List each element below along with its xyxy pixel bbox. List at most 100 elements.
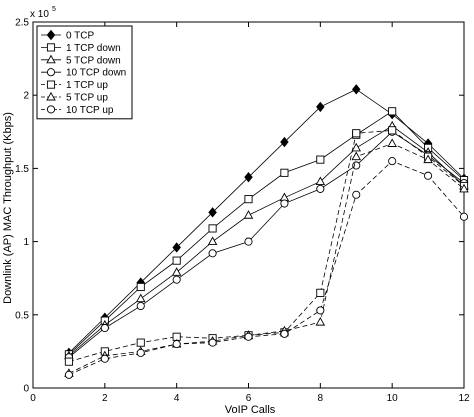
y-tick-label: 1.5 bbox=[15, 164, 29, 175]
series-line bbox=[68, 125, 465, 357]
series-5-tcp-down bbox=[64, 120, 469, 360]
data-point bbox=[46, 105, 56, 114]
data-point bbox=[64, 357, 73, 366]
data-point bbox=[316, 288, 325, 297]
data-point bbox=[280, 136, 289, 148]
data-point bbox=[208, 338, 217, 347]
data-point bbox=[207, 236, 218, 246]
series-line bbox=[68, 131, 465, 358]
data-point bbox=[100, 323, 109, 333]
data-point bbox=[316, 155, 325, 164]
data-point bbox=[172, 275, 181, 284]
series-10-tcp-up bbox=[64, 157, 469, 379]
x-tick-label: 8 bbox=[318, 393, 324, 404]
series-1-tcp-down bbox=[64, 107, 469, 359]
legend-label: 1 TCP up bbox=[66, 80, 108, 91]
data-point bbox=[136, 348, 145, 357]
data-point bbox=[316, 306, 325, 315]
legend-label: 10 TCP up bbox=[66, 105, 114, 116]
data-point bbox=[172, 242, 181, 253]
x-tick-label: 10 bbox=[387, 393, 399, 404]
data-point bbox=[280, 329, 289, 338]
x-tick-label: 12 bbox=[458, 393, 470, 404]
series-line bbox=[68, 143, 465, 374]
data-point bbox=[351, 142, 362, 152]
data-point bbox=[136, 282, 145, 292]
legend-entry: 1 TCP up bbox=[41, 80, 108, 91]
data-point bbox=[208, 207, 217, 218]
y-multiplier-label: x 10 bbox=[30, 9, 49, 20]
data-point bbox=[459, 212, 469, 221]
x-tick-label: 4 bbox=[174, 393, 180, 404]
series-5-tcp-up bbox=[64, 138, 469, 377]
legend-entry: 0 TCP bbox=[41, 29, 94, 42]
legend-label: 5 TCP down bbox=[66, 55, 121, 66]
data-point bbox=[46, 54, 56, 64]
legend-label: 5 TCP up bbox=[66, 93, 108, 104]
data-point bbox=[171, 267, 182, 276]
data-point bbox=[352, 129, 361, 138]
series-line bbox=[68, 110, 465, 355]
data-point bbox=[135, 293, 146, 303]
x-tick-label: 2 bbox=[102, 393, 108, 404]
data-point bbox=[280, 199, 289, 208]
data-point bbox=[388, 157, 397, 166]
data-point bbox=[244, 237, 253, 246]
series-line bbox=[68, 129, 465, 363]
data-point bbox=[46, 91, 56, 101]
series-10-tcp-down bbox=[64, 127, 469, 362]
data-point bbox=[315, 316, 326, 326]
data-point bbox=[244, 332, 253, 341]
series-line bbox=[68, 160, 465, 376]
legend-entry: 10 TCP down bbox=[41, 68, 126, 79]
y-tick-label: 2 bbox=[23, 91, 29, 102]
data-point bbox=[387, 138, 397, 147]
data-point bbox=[243, 210, 254, 219]
data-point bbox=[136, 338, 145, 347]
x-tick-label: 6 bbox=[246, 393, 252, 404]
data-point bbox=[46, 68, 56, 77]
data-point bbox=[424, 171, 433, 180]
y-axis: 0 0.5 1 1.5 2 2.5 bbox=[15, 18, 464, 395]
legend-entry: 10 TCP up bbox=[41, 105, 114, 116]
y-tick-label: 0.5 bbox=[15, 310, 29, 321]
data-point bbox=[208, 224, 217, 233]
data-point bbox=[244, 195, 253, 204]
series-layer bbox=[64, 84, 469, 379]
data-point bbox=[208, 249, 217, 258]
legend-label: 1 TCP down bbox=[66, 43, 121, 54]
data-point bbox=[352, 84, 361, 95]
data-point bbox=[388, 107, 397, 116]
y-axis-label: Downlink (AP) MAC Throughput (Kbps) bbox=[2, 112, 14, 304]
data-point bbox=[316, 184, 325, 193]
legend-entry: 1 TCP down bbox=[41, 43, 121, 54]
data-point bbox=[100, 354, 109, 363]
y-tick-label: 2.5 bbox=[15, 18, 29, 29]
legend-entry: 5 TCP down bbox=[41, 54, 121, 66]
data-point bbox=[352, 190, 361, 199]
data-point bbox=[316, 101, 325, 113]
data-point bbox=[280, 168, 289, 177]
legend-entry: 5 TCP up bbox=[41, 91, 108, 104]
data-point bbox=[46, 43, 56, 52]
y-multiplier-exponent: 5 bbox=[52, 6, 56, 13]
data-point bbox=[64, 370, 73, 379]
data-point bbox=[136, 301, 145, 311]
legend-label: 0 TCP bbox=[66, 31, 94, 42]
data-point bbox=[244, 171, 253, 183]
legend-label: 10 TCP down bbox=[66, 68, 126, 79]
series-0-tcp bbox=[64, 84, 469, 359]
y-tick-label: 1 bbox=[23, 237, 29, 248]
x-axis: 0 2 4 6 8 10 12 bbox=[30, 22, 470, 404]
series-1-tcp-up bbox=[64, 126, 469, 366]
data-point bbox=[172, 340, 181, 349]
x-tick-label: 0 bbox=[30, 393, 36, 404]
y-tick-label: 0 bbox=[23, 384, 29, 395]
data-point bbox=[172, 256, 181, 265]
data-point bbox=[46, 80, 56, 89]
data-point bbox=[46, 29, 56, 41]
data-point bbox=[351, 151, 362, 161]
data-point bbox=[459, 183, 469, 193]
